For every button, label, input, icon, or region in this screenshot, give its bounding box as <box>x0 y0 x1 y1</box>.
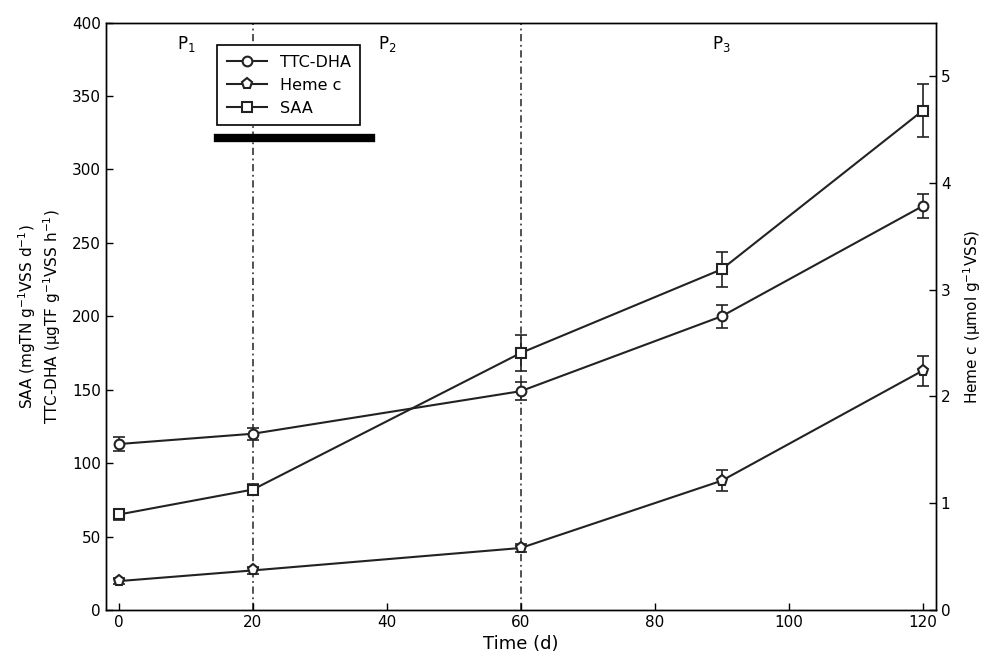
Text: P$_3$: P$_3$ <box>712 34 731 54</box>
Y-axis label: SAA (mgTN g$^{-1}$VSS d$^{-1}$)
TTC-DHA (μgTF g$^{-1}$VSS h$^{-1}$): SAA (mgTN g$^{-1}$VSS d$^{-1}$) TTC-DHA … <box>17 209 63 423</box>
Line: Heme c: Heme c <box>113 365 928 587</box>
TTC-DHA <box>515 387 527 395</box>
X-axis label: Time (d): Time (d) <box>483 635 559 653</box>
TTC-DHA <box>917 202 929 210</box>
TTC-DHA <box>113 440 125 448</box>
SAA <box>716 265 728 273</box>
SAA <box>113 511 125 519</box>
Heme c <box>716 476 728 484</box>
Heme c <box>113 577 125 585</box>
Heme c <box>515 544 527 552</box>
Text: P$_2$: P$_2$ <box>378 34 396 54</box>
TTC-DHA <box>247 429 259 438</box>
Heme c <box>247 566 259 574</box>
Line: SAA: SAA <box>114 106 927 519</box>
SAA <box>917 107 929 115</box>
Y-axis label: Heme c (μmol g$^{-1}$VSS): Heme c (μmol g$^{-1}$VSS) <box>962 229 983 403</box>
SAA <box>515 349 527 357</box>
Legend: TTC-DHA, Heme c, SAA: TTC-DHA, Heme c, SAA <box>217 46 360 125</box>
TTC-DHA <box>716 312 728 320</box>
Line: TTC-DHA: TTC-DHA <box>114 201 927 449</box>
SAA <box>247 486 259 494</box>
Heme c <box>917 366 929 375</box>
Text: P$_1$: P$_1$ <box>177 34 195 54</box>
